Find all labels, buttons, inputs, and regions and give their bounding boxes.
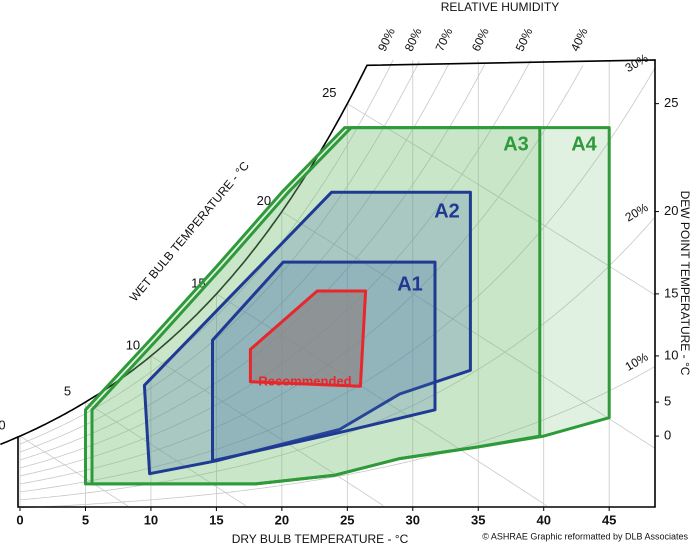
y-tick-label: 25 bbox=[664, 95, 678, 110]
wet-bulb-label: 25 bbox=[322, 85, 336, 100]
wet-bulb-label: 20 bbox=[257, 193, 271, 208]
x-tick-label: 30 bbox=[406, 512, 420, 527]
y-axis-title: DEW POINT TEMPERATURE - °C bbox=[678, 191, 692, 376]
envelope-label: Recommended bbox=[258, 373, 351, 388]
x-tick-label: 5 bbox=[82, 512, 89, 527]
envelope-label: A1 bbox=[397, 273, 423, 295]
x-tick-label: 15 bbox=[209, 512, 223, 527]
wet-bulb-line bbox=[281, 211, 656, 449]
wet-bulb-line bbox=[347, 103, 656, 296]
x-tick-label: 20 bbox=[275, 512, 289, 527]
envelope-label: A3 bbox=[503, 133, 529, 155]
y-tick-label: 0 bbox=[664, 428, 671, 443]
wet-bulb-label: 5 bbox=[64, 384, 71, 399]
rh-axis-title: RELATIVE HUMIDITY bbox=[441, 0, 559, 14]
x-tick-label: 35 bbox=[471, 512, 485, 527]
wet-bulb-label: 0 bbox=[0, 418, 6, 433]
rh-label: 10% bbox=[623, 350, 651, 374]
y-tick-label: 10 bbox=[664, 347, 678, 362]
x-tick-label: 10 bbox=[144, 512, 158, 527]
rh-label: 90% bbox=[375, 26, 398, 54]
rh-label: 40% bbox=[568, 26, 591, 54]
wet-bulb-line bbox=[216, 293, 548, 507]
rh-label: 70% bbox=[433, 26, 456, 54]
y-tick-label: 20 bbox=[664, 203, 678, 218]
rh-label: 20% bbox=[623, 200, 651, 224]
x-tick-label: 40 bbox=[536, 512, 550, 527]
wet-bulb-label: 10 bbox=[126, 337, 140, 352]
rh-label: 30% bbox=[623, 51, 651, 75]
envelope-label: A2 bbox=[434, 200, 460, 222]
rh-label: 50% bbox=[513, 26, 536, 54]
rh-line bbox=[19, 366, 656, 509]
x-tick-label: 45 bbox=[602, 512, 616, 527]
x-tick-label: 25 bbox=[340, 512, 354, 527]
wet-bulb-line bbox=[85, 401, 247, 507]
y-tick-label: 5 bbox=[664, 394, 671, 409]
credit: © ASHRAE Graphic reformatted by DLB Asso… bbox=[482, 531, 688, 541]
envelope-label: A4 bbox=[571, 133, 597, 155]
rh-label: 80% bbox=[402, 26, 425, 54]
x-tick-label: 0 bbox=[16, 512, 23, 527]
rh-label: 60% bbox=[469, 26, 492, 54]
x-axis-title: DRY BULB TEMPERATURE - °C bbox=[232, 532, 409, 546]
rh-line bbox=[19, 216, 656, 501]
wet-bulb-line bbox=[150, 355, 384, 507]
wet-bulb-line bbox=[19, 435, 129, 507]
y-tick-label: 15 bbox=[664, 285, 678, 300]
rh-line bbox=[19, 67, 656, 493]
rh-line bbox=[19, 59, 394, 445]
wet-bulb-label: 15 bbox=[191, 275, 205, 290]
envelope bbox=[248, 289, 368, 388]
